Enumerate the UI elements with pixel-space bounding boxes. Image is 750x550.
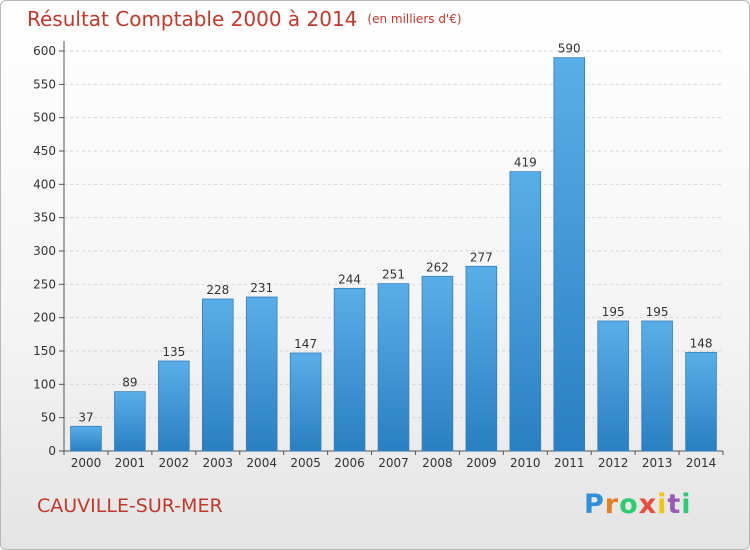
- data-label: 135: [162, 345, 185, 359]
- x-tick-label: 2005: [290, 456, 321, 470]
- logo-letter: i: [681, 489, 692, 520]
- bar: [377, 283, 410, 452]
- bar: [201, 298, 234, 452]
- data-label: 251: [382, 268, 405, 282]
- data-label: 147: [294, 337, 317, 351]
- data-label: 228: [206, 283, 229, 297]
- bar: [333, 287, 366, 452]
- data-label: 231: [250, 281, 273, 295]
- bar: [70, 425, 102, 452]
- y-tick-label: 0: [48, 444, 56, 458]
- bar: [245, 296, 278, 452]
- logo-letter: i: [657, 489, 668, 520]
- logo-letter: o: [619, 489, 639, 520]
- x-tick-label: 2014: [686, 456, 717, 470]
- x-tick-label: 2001: [115, 456, 146, 470]
- x-tick-label: 2002: [159, 456, 190, 470]
- chart-title: Résultat Comptable 2000 à 2014 (en millie…: [27, 7, 462, 31]
- town-name: CAUVILLE-SUR-MER: [37, 495, 223, 517]
- bars: [70, 57, 717, 452]
- data-label: 89: [122, 376, 137, 390]
- data-label: 277: [470, 250, 493, 264]
- title-text: Résultat Comptable 2000 à 2014: [27, 7, 358, 31]
- bar: [158, 360, 190, 452]
- x-tick-label: 2010: [510, 456, 541, 470]
- y-tick-label: 400: [33, 177, 56, 191]
- y-tick-label: 350: [33, 211, 56, 225]
- bar: [509, 171, 542, 452]
- bar: [289, 352, 322, 452]
- y-tick-label: 100: [33, 377, 56, 391]
- y-tick-label: 150: [33, 344, 56, 358]
- x-tick-label: 2013: [642, 456, 673, 470]
- x-tick-label: 2003: [202, 456, 233, 470]
- x-tick-label: 2007: [378, 456, 409, 470]
- bar: [114, 391, 146, 452]
- logo-letter: x: [638, 489, 658, 520]
- data-label: 195: [646, 305, 669, 319]
- bar: [685, 351, 717, 452]
- y-tick-label: 550: [33, 77, 56, 91]
- bar: [421, 275, 454, 452]
- y-tick-label: 500: [33, 111, 56, 125]
- logo-letter: r: [604, 489, 620, 520]
- bar: [553, 57, 586, 452]
- proxiti-logo[interactable]: Proxiti: [584, 489, 692, 520]
- data-label: 244: [338, 272, 361, 286]
- logo-letter: P: [584, 489, 605, 520]
- y-tick-label: 600: [33, 44, 56, 58]
- y-tick-label: 50: [41, 411, 56, 425]
- data-label: 148: [690, 336, 713, 350]
- bar: [465, 265, 498, 452]
- data-labels: 37 89 135 228 231 147 244 251 262 277 419 590 195 195…: [78, 42, 712, 425]
- data-label: 590: [558, 42, 581, 56]
- x-tick-label: 2006: [334, 456, 365, 470]
- bar: [597, 320, 629, 452]
- x-tick-label: 2000: [71, 456, 102, 470]
- y-tick-label: 450: [33, 144, 56, 158]
- x-tick-label: 2012: [598, 456, 629, 470]
- y-tick-label: 300: [33, 244, 56, 258]
- y-tick-label: 250: [33, 277, 56, 291]
- x-tick-label: 2008: [422, 456, 453, 470]
- bar: [641, 320, 673, 452]
- data-label: 419: [514, 156, 537, 170]
- data-label: 262: [426, 260, 449, 274]
- x-tick-label: 2011: [554, 456, 585, 470]
- chart-subtitle: (en milliers d'€): [367, 12, 462, 26]
- y-tick-label: 200: [33, 311, 56, 325]
- x-tick-label: 2009: [466, 456, 497, 470]
- axes: 0 50 100 150 200 250 300 350 400 450 500 550 600 2000…: [33, 41, 724, 470]
- x-tick-label: 2004: [246, 456, 277, 470]
- data-label: 37: [78, 410, 93, 424]
- logo-letter: t: [667, 489, 682, 520]
- data-label: 195: [602, 305, 625, 319]
